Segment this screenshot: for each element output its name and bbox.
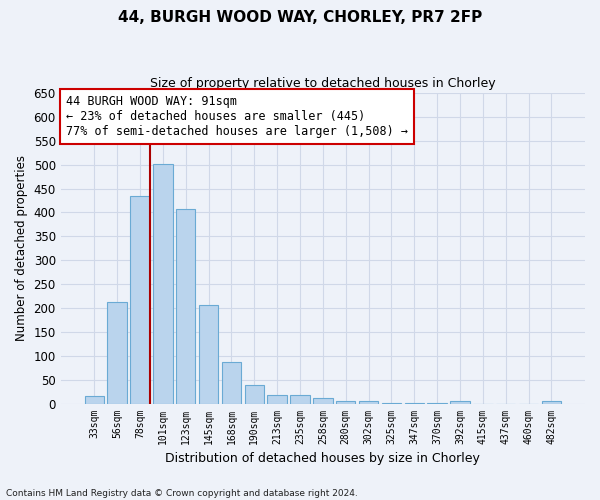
Bar	[336, 400, 355, 404]
Bar	[245, 385, 264, 404]
Bar	[268, 395, 287, 404]
Text: 44 BURGH WOOD WAY: 91sqm
← 23% of detached houses are smaller (445)
77% of semi-: 44 BURGH WOOD WAY: 91sqm ← 23% of detach…	[66, 94, 408, 138]
Bar	[290, 396, 310, 404]
Y-axis label: Number of detached properties: Number of detached properties	[15, 156, 28, 342]
X-axis label: Distribution of detached houses by size in Chorley: Distribution of detached houses by size …	[166, 452, 480, 465]
Bar	[359, 401, 378, 404]
Bar	[85, 396, 104, 404]
Bar	[199, 304, 218, 404]
Bar	[221, 362, 241, 404]
Bar	[107, 302, 127, 404]
Bar	[153, 164, 173, 404]
Bar	[176, 209, 196, 404]
Bar	[450, 401, 470, 404]
Bar	[542, 401, 561, 404]
Title: Size of property relative to detached houses in Chorley: Size of property relative to detached ho…	[150, 78, 496, 90]
Text: Contains HM Land Registry data © Crown copyright and database right 2024.: Contains HM Land Registry data © Crown c…	[6, 488, 358, 498]
Bar	[313, 398, 332, 404]
Bar	[130, 196, 149, 404]
Text: 44, BURGH WOOD WAY, CHORLEY, PR7 2FP: 44, BURGH WOOD WAY, CHORLEY, PR7 2FP	[118, 10, 482, 25]
